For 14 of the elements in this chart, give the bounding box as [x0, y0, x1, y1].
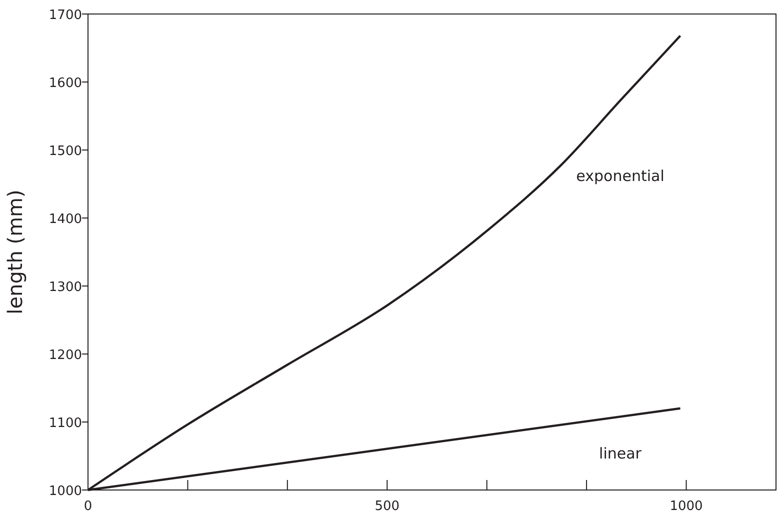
- x-tick-label: 500: [374, 499, 400, 514]
- y-tick-label: 1500: [48, 144, 82, 159]
- y-axis-title: length (mm): [3, 190, 27, 314]
- series-label: exponential: [576, 166, 664, 185]
- y-tick-label: 1100: [48, 416, 82, 431]
- y-tick-label: 1300: [48, 280, 82, 295]
- y-tick-label: 1700: [48, 8, 82, 23]
- y-tick-label: 1000: [48, 484, 82, 499]
- x-tick-label: 1000: [670, 499, 703, 514]
- y-tick-label: 1600: [48, 76, 82, 91]
- series-label: linear: [599, 444, 642, 462]
- y-tick-label: 1200: [48, 348, 82, 363]
- y-tick-label: 1400: [48, 212, 82, 227]
- x-tick-label: 0: [84, 499, 92, 514]
